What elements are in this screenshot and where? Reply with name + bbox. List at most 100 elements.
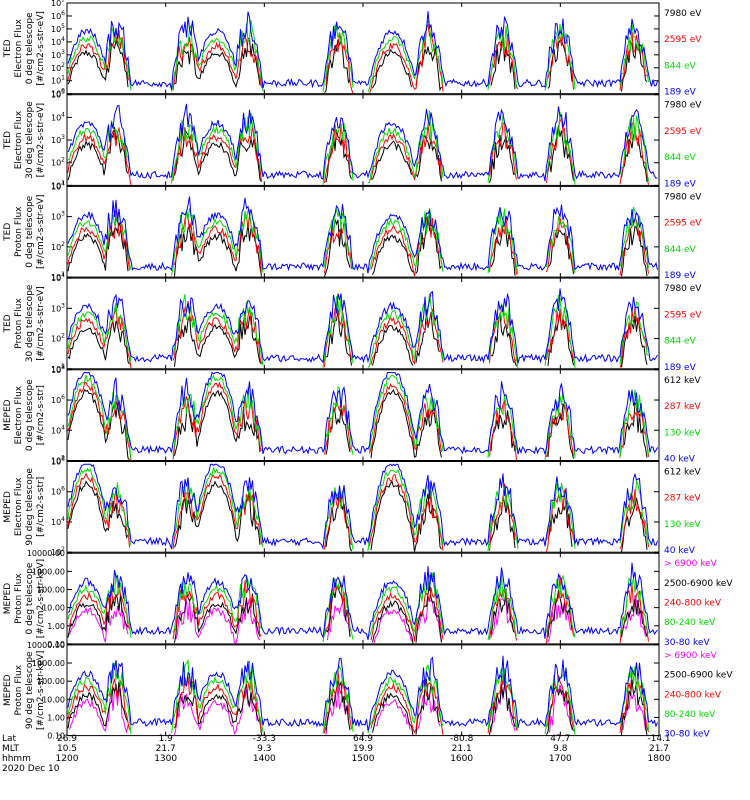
y-tick-label: 107 [51,0,65,8]
series-844-ev [67,19,649,93]
x-tick-label-mlt: 21.7 [649,744,669,754]
y-tick-label: 10.00 [42,695,65,704]
legend-entry: 844 eV [664,245,697,255]
y-tick-label: 103 [51,211,65,222]
series-189-ev [67,103,658,182]
y-tick-label: 101 [51,75,65,86]
y-axis-label: 0 deg telescope [25,195,35,267]
legend-entry: 189 eV [664,271,697,281]
series-287-kev [67,381,649,461]
y-axis-label: 90 deg telescope [25,468,35,546]
legend-entry: 2500-6900 keV [664,579,733,589]
x-tick-label-mlt: 21.1 [452,744,472,754]
panel-meped-electron-90: 102 104 106 108 MEPED Electron Flux 90 deg tel… [3,456,701,558]
panel-meped-proton-90: 0.10 1.00 10.00 100.00 1000.00 10000.00 MEPED P… [3,641,733,741]
y-axis-label: [#/cm2-s-str-eV] [36,11,46,86]
x-row-label-mlt: MLT [2,744,20,754]
x-tick-label-lat: -80.8 [450,734,474,744]
y-tick-label: 100 [51,88,65,99]
legend-entry: 189 eV [664,88,697,98]
legend-entry: 844 eV [664,61,697,71]
x-tick-label-hhmm: 1800 [648,754,671,764]
x-tick-label-mlt: 21.7 [156,744,176,754]
legend-entry: 30-80 keV [664,638,710,648]
series-189-ev [67,196,658,274]
legend-entry: 612 keV [664,468,701,478]
y-tick-label: 102 [51,62,65,73]
y-tick-label: 101 [51,363,65,374]
series-2500-6900-kev [67,679,648,736]
legend-entry: 40 keV [664,546,696,556]
legend-entry: 2595 eV [664,310,702,320]
y-axis-label: TED [3,314,13,333]
x-tick-label-mlt: 9.3 [257,744,271,754]
y-axis-label: 30 deg telescope [25,284,35,362]
legend-entry: 7980 eV [664,284,702,294]
x-tick-label-hhmm: 1600 [450,754,473,764]
series-844-ev [67,293,649,369]
y-tick-label: 1000.00 [32,659,65,668]
series-30-80-kev [67,562,658,641]
y-tick-label: 0.10 [47,640,65,649]
y-axis-label: [#/cm2-s-str] [36,385,46,445]
y-axis-label: TED [3,223,13,242]
y-tick-label: 102 [51,455,65,466]
series-240-800-kev [67,668,649,736]
y-tick-label: 100.00 [37,677,65,686]
legend-entry: 2500-6900 keV [664,671,733,681]
panel-meped-electron-0: 102 104 106 108 MEPED Electron Flux 0 deg tele… [3,364,701,466]
y-tick-label: 105 [51,89,65,100]
y-axis-label: Proton Flux [14,664,24,715]
y-tick-label: 106 [51,394,65,405]
x-tick-label-mlt: 9.8 [553,744,568,754]
y-axis-label: Electron Flux [14,477,24,536]
series-7980-ev [67,216,648,277]
panel-ted-proton-30: 101 102 103 104 TED Proton Flux 30 deg telesco… [3,272,702,374]
x-tick-label-lat: 64.9 [353,734,373,744]
y-tick-label: 10.00 [42,604,65,613]
y-tick-label: 104 [51,424,65,435]
series--6900-kev [69,594,646,644]
y-tick-label: 100.00 [37,585,65,594]
legend-entry: 2595 eV [664,127,702,137]
x-tick-label-lat: -33.3 [253,734,276,744]
y-axis-label: Proton Flux [14,206,24,257]
y-tick-label: 102 [51,333,65,344]
y-axis-label: [#/cm2-s-str] [36,477,46,537]
legend-entry: 7980 eV [664,101,702,111]
y-tick-label: 10000.00 [27,641,65,650]
series-189-ev [67,288,658,364]
series-2595-ev [67,116,649,185]
legend-entry: > 6900 keV [664,559,718,569]
y-tick-label: 1.00 [47,713,65,722]
y-tick-label: 104 [51,36,65,47]
series--6900-kev [69,684,646,736]
y-axis-label: MEPED [3,491,13,523]
y-axis-label: [#/cm2-s-str-keV] [36,559,46,638]
legend-entry: 7980 eV [664,9,702,19]
x-tick-label-lat: 1.9 [159,734,174,744]
y-axis-label: Proton Flux [14,297,24,348]
y-axis-label: TED [3,131,13,150]
legend-entry: > 6900 keV [664,651,718,661]
panel-ted-proton-0: 101 102 103 104 TED Proton Flux 0 deg telescop… [3,180,702,282]
y-axis-label: [#/cm2-s-str-eV] [36,194,46,269]
panel-ted-electron-30: 101 102 103 104 105 TED Electron Flux 30 deg te… [3,89,702,191]
x-tick-label-mlt: 19.9 [353,744,373,754]
y-axis-label: Electron Flux [14,110,24,169]
x-tick-label-hhmm: 1700 [549,754,572,764]
legend-entry: 189 eV [664,363,697,373]
x-tick-label-hhmm: 1500 [352,754,375,764]
x-tick-label-lat: 26.9 [57,734,77,744]
y-tick-label: 104 [51,516,65,527]
y-axis-label: 30 deg telescope [25,101,35,179]
legend-entry: 130 keV [664,428,701,438]
panel-meped-proton-0: 0.10 1.00 10.00 100.00 1000.00 10000.00 MEPED P… [3,549,733,649]
y-tick-label: 106 [51,10,65,21]
y-tick-label: 102 [51,157,65,168]
legend-entry: 844 eV [664,337,697,347]
y-tick-label: 108 [51,364,65,375]
y-axis-label: [#/cm2-s-str-eV] [36,286,46,361]
